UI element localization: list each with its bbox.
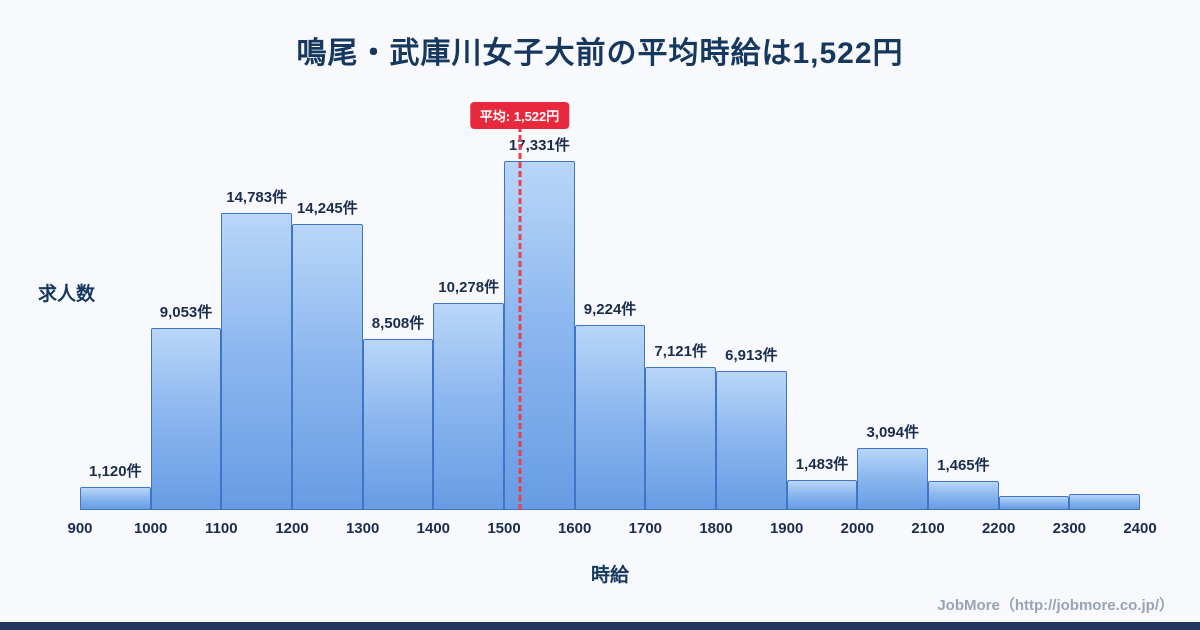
histogram-bar xyxy=(1069,493,1141,510)
x-tick-label: 1300 xyxy=(345,520,380,537)
y-axis-label: 求人数 xyxy=(38,284,96,305)
bar-slot: 3,094件 xyxy=(857,148,929,510)
x-tick-label: 1100 xyxy=(205,520,238,537)
x-axis-label: 時給 xyxy=(590,565,629,586)
bar-value-label: 8,508件 xyxy=(371,314,425,332)
bar-slot: 14,245件 xyxy=(292,148,363,510)
histogram-bar xyxy=(292,223,363,510)
bar-value-label: 6,913件 xyxy=(725,346,778,364)
plot-area: 1,120件 9,053件 14,783件 14,245件 8,508件 10,278件 1… xyxy=(80,137,1141,510)
bar-value-label: 1,120件 xyxy=(89,463,142,481)
chart-title: 鳴尾・武庫川女子大前の平均時給は1,522円 xyxy=(296,37,904,70)
x-tick-label: 2300 xyxy=(1052,520,1087,537)
x-tick-label: 1400 xyxy=(416,520,451,537)
x-tick-label: 2000 xyxy=(840,520,875,537)
histogram-bar xyxy=(362,338,434,510)
histogram-bar xyxy=(716,370,787,510)
histogram-bar xyxy=(80,487,151,510)
histogram-bar xyxy=(504,161,575,510)
x-tick-label: 2200 xyxy=(981,520,1016,537)
bar-value-label: 14,783件 xyxy=(226,188,288,206)
bar-slot: 1,465件 xyxy=(928,148,999,510)
bar-slot: 6,913件 xyxy=(716,148,787,510)
bar-slot: 8,508件 xyxy=(362,148,434,510)
bar-value-label: 14,245件 xyxy=(296,199,358,217)
footer-credit: JobMore（http://jobmore.co.jp/） xyxy=(937,597,1174,614)
bar-slot: 7,121件 xyxy=(645,148,717,510)
x-tick-label: 1800 xyxy=(699,520,733,537)
histogram-bar xyxy=(998,495,1070,510)
bar-value-label: 7,121件 xyxy=(654,342,707,360)
histogram-bar xyxy=(786,480,858,510)
bar-slot: 9,053件 xyxy=(150,148,222,510)
bar-slot: 14,783件 xyxy=(221,148,293,510)
bar-value-label: 10,278件 xyxy=(438,279,500,297)
histogram-bar xyxy=(433,303,505,510)
x-tick-label: 1500 xyxy=(487,520,521,537)
histogram-bar xyxy=(645,366,717,510)
x-tick-label: 1200 xyxy=(275,520,309,537)
bottom-accent-bar xyxy=(0,622,1200,630)
x-tick-label: 1600 xyxy=(557,520,592,537)
bar-value-label: 17,331件 xyxy=(508,137,570,155)
bar-slot: 10,278件 xyxy=(433,148,505,510)
x-tick-label: 1000 xyxy=(133,520,168,537)
x-tick-label: 900 xyxy=(67,520,93,537)
bar-value-label: 9,053件 xyxy=(159,303,213,321)
bar-value-label: 1,465件 xyxy=(937,456,990,474)
bar-value-label: 1,483件 xyxy=(795,456,849,474)
bar-slot: 9,224件 xyxy=(574,148,646,510)
bar-slot: 17,331件 xyxy=(504,137,575,510)
histogram-bar xyxy=(150,327,222,510)
bar-slot: 1,120件 xyxy=(80,148,151,510)
bar-slot xyxy=(998,148,1070,510)
bar-value-label: 3,094件 xyxy=(866,423,919,441)
histogram-bar xyxy=(221,212,293,510)
histogram-bar xyxy=(574,324,646,510)
x-tick-label: 2100 xyxy=(911,520,945,537)
histogram-bar xyxy=(857,447,929,510)
x-tick-label: 2400 xyxy=(1123,520,1157,537)
x-tick-label: 1700 xyxy=(628,520,663,537)
bar-value-label: 9,224件 xyxy=(583,300,637,318)
x-tick-label: 1900 xyxy=(769,520,804,537)
bar-slot xyxy=(1069,148,1141,510)
bar-slot: 1,483件 xyxy=(786,148,858,510)
average-badge: 平均: 1,522円 xyxy=(469,102,570,129)
x-axis-ticks: 900 1000 1100 1200 1300 1400 1500 1600 1700 1800 1… xyxy=(67,520,1156,540)
histogram-bar xyxy=(928,480,999,510)
